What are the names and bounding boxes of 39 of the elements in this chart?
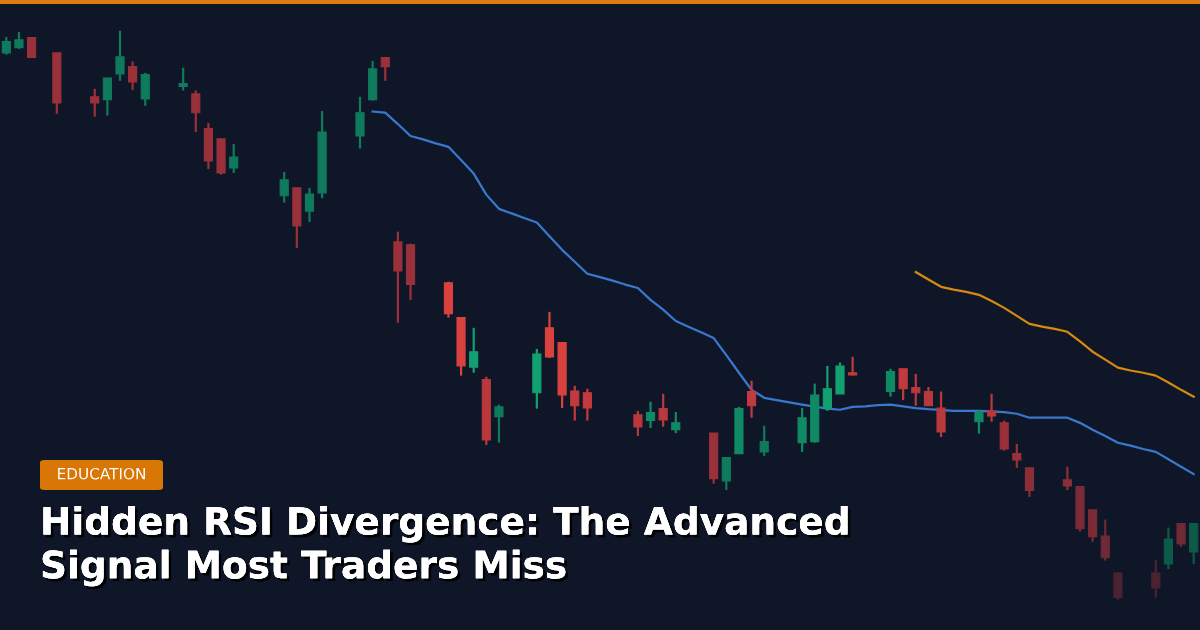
candlestick [974,408,984,435]
candlestick [178,66,188,92]
candlestick [1062,465,1072,492]
candlestick [304,186,315,224]
candlestick [115,29,125,82]
candlestick [986,392,997,423]
candlestick [229,142,239,175]
candlestick [1024,466,1035,498]
candlestick [658,392,668,428]
annotation: EDUCATION [58,467,145,480]
candlestick [570,384,580,422]
candlestick [128,60,138,92]
candlestick [1012,442,1022,469]
candlestick [898,367,908,402]
candlestick [923,385,934,407]
candlestick [1176,521,1186,549]
candlestick [885,367,896,398]
candlestick [911,372,921,407]
candlestick [90,87,100,118]
candlestick [191,89,201,134]
candlestick [355,95,365,150]
candlestick [102,76,112,117]
text: Hidden RSI Divergence: The Advanced Signal Most Traders Miss [42,506,851,590]
candlestick [469,326,479,374]
candlestick [936,390,946,439]
candlestick [746,379,757,419]
candlestick [494,403,504,444]
candlestick [645,400,656,430]
candlestick [848,355,858,377]
candlestick [671,410,681,435]
candlestick [721,456,731,492]
candlestick [279,170,289,204]
candlestick [759,424,769,457]
candlestick [1151,558,1161,599]
candlestick [582,387,592,422]
candlestick [26,37,37,59]
candlestick [1100,518,1110,562]
candlestick [822,364,832,412]
candlestick [633,409,643,438]
